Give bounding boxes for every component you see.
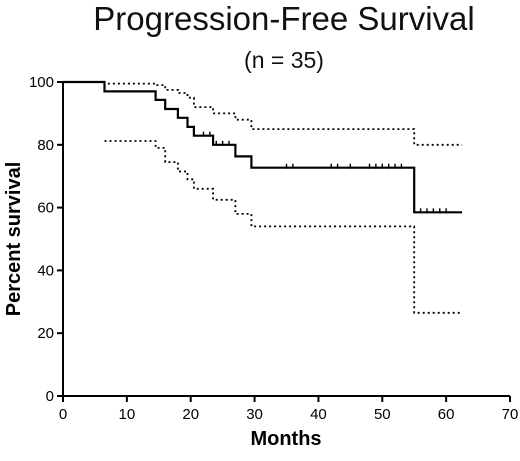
y-tick-label: 100 bbox=[29, 74, 54, 91]
y-tick-label: 20 bbox=[37, 325, 54, 342]
x-tick-label: 0 bbox=[59, 406, 67, 423]
chart-title: Progression-Free Survival bbox=[93, 0, 474, 37]
x-axis-title: Months bbox=[250, 428, 321, 450]
lower-ci-line bbox=[104, 140, 463, 314]
axes: 0 10 20 30 40 50 60 70 0 20 40 60 80 100 bbox=[29, 74, 518, 423]
upper-ci-line bbox=[103, 82, 463, 146]
y-axis-title: Percent survival bbox=[3, 162, 25, 317]
chart-subtitle: (n = 35) bbox=[244, 47, 324, 73]
x-tick-label: 10 bbox=[119, 406, 136, 423]
estimate-line bbox=[63, 80, 463, 214]
x-tick-label: 60 bbox=[438, 406, 455, 423]
y-tick-label: 60 bbox=[37, 200, 54, 217]
x-tick-label: 40 bbox=[310, 406, 327, 423]
x-tick-label: 70 bbox=[502, 406, 519, 423]
y-tick-label: 0 bbox=[46, 388, 54, 405]
y-tick-label: 80 bbox=[37, 137, 54, 154]
x-tick-label: 50 bbox=[374, 406, 391, 423]
x-tick-label: 30 bbox=[246, 406, 263, 423]
x-tick-label: 20 bbox=[182, 406, 199, 423]
series-group bbox=[63, 80, 463, 314]
y-tick-label: 40 bbox=[37, 262, 54, 279]
